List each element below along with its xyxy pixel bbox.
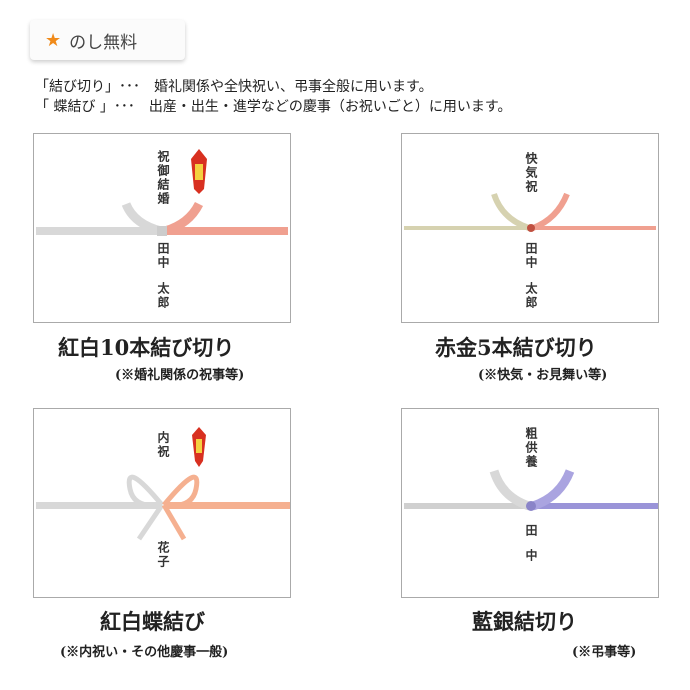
card-title: 紅白10本結び切り bbox=[58, 335, 235, 360]
card-note: (※快気・お見舞い等) bbox=[478, 368, 608, 383]
noshi-free-badge: ★ のし無料 bbox=[30, 20, 185, 60]
description-choumusubi: 「 蝶結び 」･･･ 出産・出生・進学などの慶事（お祝いごと）に用います。 bbox=[35, 99, 512, 115]
card-name-family: 田中 bbox=[524, 242, 538, 270]
card-name-given: 中 bbox=[524, 549, 538, 563]
noshi-card-kohaku-10: 祝御結婚 田中 太郎 bbox=[33, 133, 291, 323]
noshi-ornament-icon bbox=[192, 427, 206, 467]
mizuhiki-knot bbox=[404, 192, 656, 232]
card-name-given: 太郎 bbox=[156, 282, 170, 310]
card-top-text: 内祝 bbox=[156, 431, 170, 459]
description-musubikiri: 「結び切り」･･･ 婚礼関係や全快祝い、弔事全般に用います。 bbox=[35, 79, 433, 95]
card-top-text: 快気祝 bbox=[524, 152, 538, 194]
noshi-card-akakin-5: 快気祝 田中 太郎 bbox=[401, 133, 659, 323]
card-title: 赤金5本結び切り bbox=[435, 335, 597, 360]
card-top-text: 祝御結婚 bbox=[156, 150, 170, 206]
mizuhiki-bow bbox=[36, 427, 290, 541]
star-icon: ★ bbox=[45, 29, 62, 51]
noshi-ornament-icon bbox=[191, 149, 207, 194]
mizuhiki-knot bbox=[404, 469, 658, 511]
noshi-card-kohaku-chouchou: 内祝 花子 bbox=[33, 408, 291, 598]
card-name-family: 田 bbox=[524, 524, 538, 538]
badge-label: のし無料 bbox=[69, 32, 138, 53]
card-name-given: 太郎 bbox=[524, 282, 538, 310]
card-note: (※内祝い・その他慶事一般) bbox=[60, 645, 229, 660]
card-note: (※弔事等) bbox=[572, 645, 637, 660]
card-top-text: 粗供養 bbox=[524, 427, 538, 469]
card-name: 花子 bbox=[156, 541, 170, 569]
card-note: (※婚礼関係の祝事等) bbox=[115, 368, 245, 383]
card-title: 紅白蝶結び bbox=[100, 609, 205, 634]
card-name-family: 田中 bbox=[156, 242, 170, 270]
noshi-card-aigin: 粗供養 田 中 bbox=[401, 408, 659, 598]
mizuhiki-knot bbox=[36, 149, 288, 236]
card-title: 藍銀結切り bbox=[472, 609, 577, 634]
